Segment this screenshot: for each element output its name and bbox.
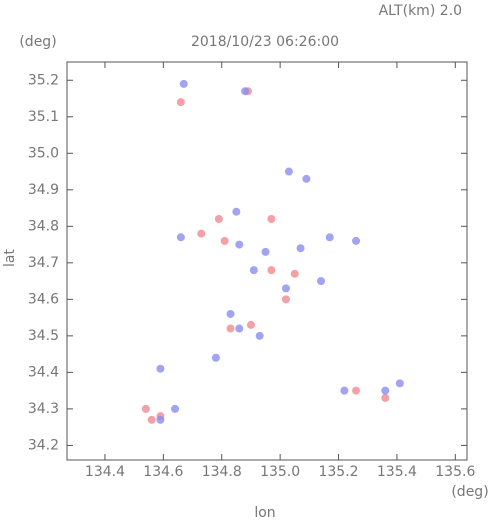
echo-point <box>290 269 299 278</box>
echo-point <box>302 174 311 183</box>
y-axis-label: lat <box>2 249 18 267</box>
echo-point <box>352 386 361 395</box>
echo-point <box>281 295 290 304</box>
y-tick-label: 34.4 <box>28 364 59 380</box>
echo-point <box>176 98 185 107</box>
echo-point <box>317 277 326 286</box>
y-tick-label: 35.0 <box>28 145 59 161</box>
echo-point <box>214 215 223 224</box>
x-unit: (deg) <box>451 484 488 500</box>
echo-point <box>176 233 185 242</box>
x-tick-label: 135.0 <box>260 464 300 480</box>
echo-point <box>255 331 264 340</box>
echo-point <box>156 364 165 373</box>
plot-frame <box>66 61 468 461</box>
echo-point <box>284 167 293 176</box>
y-tick-label: 35.1 <box>28 109 59 125</box>
x-tick-label: 134.8 <box>202 464 242 480</box>
y-tick-label: 35.2 <box>28 72 59 88</box>
echo-point <box>296 244 305 253</box>
x-tick-label: 134.6 <box>143 464 183 480</box>
y-tick-label: 34.3 <box>28 401 59 417</box>
y-unit: (deg) <box>19 34 56 50</box>
echo-point <box>235 240 244 249</box>
echo-point <box>226 324 235 333</box>
altitude-label: ALT(km) 2.0 <box>379 3 462 19</box>
x-tick-label: 135.2 <box>318 464 358 480</box>
echo-point <box>171 404 180 413</box>
echo-point <box>235 324 244 333</box>
echo-point <box>267 266 276 275</box>
echo-point <box>246 320 255 329</box>
x-tick-label: 135.6 <box>435 464 475 480</box>
echo-point <box>147 415 156 424</box>
echo-point <box>156 415 165 424</box>
y-tick-label: 34.8 <box>28 218 59 234</box>
echo-point <box>211 353 220 362</box>
echo-point <box>226 309 235 318</box>
echo-point <box>352 236 361 245</box>
echo-point <box>261 247 270 256</box>
echo-point <box>381 393 390 402</box>
chart-title: 2018/10/23 06:26:00 <box>191 34 339 50</box>
x-tick-label: 135.4 <box>377 464 417 480</box>
echo-point <box>381 386 390 395</box>
echo-point <box>281 284 290 293</box>
echo-point <box>232 207 241 216</box>
x-tick-label: 134.4 <box>85 464 125 480</box>
y-tick-label: 34.5 <box>28 328 59 344</box>
y-tick-label: 34.7 <box>28 255 59 271</box>
y-tick-label: 34.9 <box>28 182 59 198</box>
y-tick-label: 34.2 <box>28 437 59 453</box>
echo-point <box>395 379 404 388</box>
echo-point <box>179 79 188 88</box>
echo-point <box>267 215 276 224</box>
echo-point <box>141 404 150 413</box>
y-tick-label: 34.6 <box>28 291 59 307</box>
echo-point <box>325 233 334 242</box>
echo-point <box>340 386 349 395</box>
echo-point <box>220 236 229 245</box>
echo-point <box>241 87 250 96</box>
x-axis-label: lon <box>254 505 275 521</box>
echo-point <box>197 229 206 238</box>
echo-point <box>249 266 258 275</box>
